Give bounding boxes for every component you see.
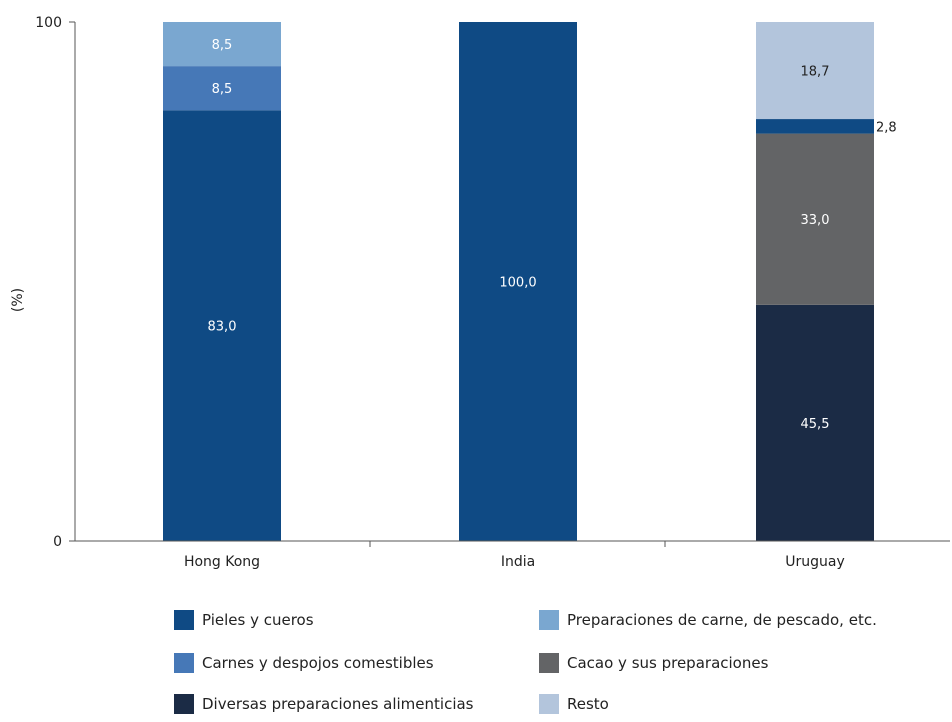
legend-item-cacao: Cacao y sus preparaciones [539, 653, 768, 673]
y-axis-label: (%) [6, 270, 38, 330]
legend-item-preparaciones-carne: Preparaciones de carne, de pescado, etc. [539, 610, 877, 630]
y-tick-label-min: 0 [53, 534, 62, 550]
legend-swatch-resto [539, 694, 559, 714]
bar-segment-india-2 [459, 22, 577, 541]
legend-swatch-preparaciones-carne [539, 610, 559, 630]
legend-label-diversas: Diversas preparaciones alimenticias [202, 695, 474, 713]
data-label-uruguay-1: 33,0 [801, 213, 830, 228]
bar-segment-uruguay-2 [756, 119, 874, 134]
legend-item-diversas: Diversas preparaciones alimenticias [174, 694, 474, 714]
y-axis-label-text: (%) [10, 287, 27, 313]
legend-label-pieles: Pieles y cueros [202, 611, 314, 629]
data-label-hong-kong-2: 83,0 [208, 320, 237, 335]
x-category-label-uruguay: Uruguay [785, 554, 845, 570]
data-label-india-2: 100,0 [499, 276, 536, 291]
y-tick-label-max: 100 [35, 15, 62, 31]
data-label-hong-kong-3: 8,5 [212, 82, 233, 97]
bar-segment-hong-kong-3 [163, 66, 281, 111]
bar-segment-hong-kong-4 [163, 22, 281, 67]
legend-label-carnes: Carnes y despojos comestibles [202, 654, 434, 672]
legend-swatch-diversas [174, 694, 194, 714]
data-label-hong-kong-4: 8,5 [212, 38, 233, 53]
legend-item-pieles: Pieles y cueros [174, 610, 314, 630]
bars-group [163, 22, 874, 541]
legend-swatch-cacao [539, 653, 559, 673]
legend: Pieles y cueros Preparaciones de carne, … [0, 600, 952, 722]
stacked-bar-chart: 83,0 8,5 8,5 100,0 45,5 33,0 2,8 18,7 100 0 Hon… [35, 15, 950, 570]
legend-swatch-pieles [174, 610, 194, 630]
data-label-uruguay-0: 45,5 [801, 417, 830, 432]
legend-label-resto: Resto [567, 695, 609, 713]
bar-segment-uruguay-1 [756, 133, 874, 305]
legend-item-resto: Resto [539, 694, 609, 714]
data-label-uruguay-5: 18,7 [801, 65, 830, 80]
bar-segment-uruguay-0 [756, 304, 874, 541]
x-category-label-india: India [501, 554, 535, 570]
legend-swatch-carnes [174, 653, 194, 673]
data-label-uruguay-2: 2,8 [876, 120, 897, 135]
x-category-label-hong-kong: Hong Kong [184, 554, 260, 570]
segment-labels-group: 83,0 8,5 8,5 100,0 45,5 33,0 2,8 18,7 [208, 38, 897, 432]
bar-segment-uruguay-5 [756, 22, 874, 120]
legend-label-preparaciones-carne: Preparaciones de carne, de pescado, etc. [567, 611, 877, 629]
bar-segment-hong-kong-2 [163, 110, 281, 541]
legend-item-carnes: Carnes y despojos comestibles [174, 653, 434, 673]
legend-label-cacao: Cacao y sus preparaciones [567, 654, 769, 672]
